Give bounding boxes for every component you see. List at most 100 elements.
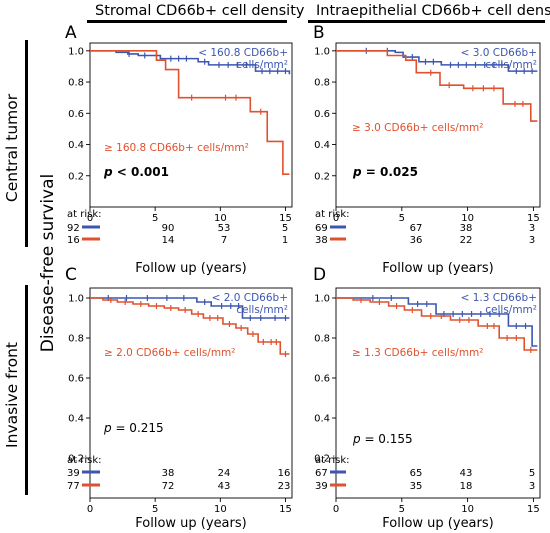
p-value: p < 0.001: [103, 165, 169, 179]
survival-curve-low: [90, 297, 290, 319]
at-risk-count: 39: [315, 481, 328, 492]
p-symbol: p: [352, 165, 362, 179]
legend-high-label: ≥ 2.0 CD66b+ cells/mm²: [104, 347, 236, 359]
at-risk-count: 38: [460, 223, 473, 234]
at-risk-title: at risk:: [67, 455, 102, 466]
at-risk-count: 53: [218, 223, 231, 234]
panel-letter: D: [313, 265, 326, 285]
at-risk-count: 43: [218, 481, 231, 492]
x-tick-label: 10: [214, 504, 227, 515]
at-risk-count: 65: [410, 468, 423, 479]
x-tick-label: 0: [333, 213, 339, 224]
at-risk-count: 3: [529, 481, 535, 492]
at-risk-count: 5: [529, 468, 535, 479]
legend-low-label: < 160.8 CD66b+: [198, 47, 288, 59]
x-axis-label: Follow up (years): [135, 261, 246, 276]
x-tick-label: 5: [152, 504, 158, 515]
y-tick-label: 0.4: [68, 414, 84, 425]
legend-low-unit: cells/mm²: [236, 59, 288, 71]
x-tick-label: 15: [527, 504, 540, 515]
x-tick-label: 5: [399, 213, 405, 224]
survival-curve-low: [336, 50, 538, 72]
survival-curve-low: [336, 297, 538, 347]
at-risk-count: 14: [162, 235, 175, 246]
x-tick-label: 0: [87, 213, 93, 224]
p-symbol: p: [352, 432, 361, 446]
at-risk-count: 3: [529, 235, 535, 246]
at-risk-title: at risk:: [315, 209, 350, 220]
panel-letter: C: [65, 265, 77, 285]
at-risk-count: 90: [162, 223, 175, 234]
at-risk-count: 36: [410, 235, 423, 246]
at-risk-count: 1: [282, 235, 288, 246]
at-risk-count: 77: [67, 481, 80, 492]
at-risk-count: 69: [315, 223, 328, 234]
x-tick-label: 0: [87, 504, 93, 515]
y-tick-label: 0.8: [68, 334, 84, 345]
p-value-number: < 0.001: [113, 165, 169, 179]
column-header-stromal: Stromal CD66b+ cell density: [95, 3, 305, 19]
legend-low-label: < 3.0 CD66b+: [461, 47, 537, 59]
x-tick-label: 10: [461, 213, 474, 224]
at-risk-count: 16: [67, 235, 80, 246]
survival-curve-high: [90, 50, 290, 175]
at-risk-count: 67: [410, 223, 423, 234]
y-tick-label: 0.4: [68, 140, 84, 151]
chart-panel-c: C 0.2 0.4 0.6 0.8 1.0 0 5 10 15 Follow up (years) <…: [65, 265, 293, 531]
legend-low-unit: cells/mm²: [485, 59, 537, 71]
at-risk-count: 23: [278, 481, 291, 492]
survival-curve-low: [90, 50, 291, 75]
at-risk-count: 16: [278, 468, 291, 479]
x-tick-label: 0: [333, 504, 339, 515]
y-tick-label: 0.6: [314, 374, 330, 385]
column-header-intraepithelial: Intraepithelial CD66b+ cell density: [316, 3, 550, 19]
at-risk-count: 92: [67, 223, 80, 234]
at-risk-count: 18: [460, 481, 473, 492]
legend-low-unit: cells/mm²: [236, 304, 288, 316]
y-tick-label: 0.4: [314, 140, 330, 151]
column-header-rule: [308, 20, 545, 23]
p-symbol: p: [103, 421, 112, 435]
y-tick-label: 0.8: [68, 78, 84, 89]
y-tick-label: 0.6: [68, 374, 84, 385]
at-risk-count: 72: [162, 481, 175, 492]
plot-frame: [335, 287, 541, 499]
y-tick-label: 1.0: [314, 294, 330, 305]
y-tick-label: 0.6: [68, 109, 84, 120]
y-tick-label: 0.2: [68, 454, 84, 465]
p-value: p = 0.025: [352, 165, 418, 179]
panel-letter: A: [65, 23, 77, 43]
p-value: p = 0.155: [352, 432, 413, 446]
p-value-number: = 0.025: [362, 165, 418, 179]
legend-high-label: ≥ 160.8 CD66b+ cells/mm²: [104, 142, 249, 154]
legend-low-unit: cells/mm²: [485, 304, 537, 316]
chart-panel-b: B 0.2 0.4 0.6 0.8 1.0 0 5 10 15 Follow up (years) <…: [313, 23, 541, 276]
at-risk-title: at risk:: [315, 455, 350, 466]
y-tick-label: 0.8: [314, 78, 330, 89]
survival-curve-high: [336, 50, 538, 122]
y-tick-label: 0.2: [314, 171, 330, 182]
x-axis-label: Follow up (years): [135, 516, 246, 531]
at-risk-count: 38: [162, 468, 175, 479]
x-tick-label: 5: [152, 213, 158, 224]
row-label-rule: [25, 40, 28, 247]
p-value-number: = 0.155: [361, 432, 413, 446]
panel-letter: B: [313, 23, 325, 43]
y-tick-label: 0.2: [68, 171, 84, 182]
x-axis-label: Follow up (years): [382, 516, 493, 531]
x-tick-label: 15: [279, 504, 292, 515]
x-tick-label: 10: [214, 213, 227, 224]
legend-low-label: < 2.0 CD66b+: [212, 292, 288, 304]
at-risk-count: 39: [67, 468, 80, 479]
at-risk-title: at risk:: [67, 209, 102, 220]
at-risk-count: 7: [221, 235, 227, 246]
y-tick-label: 1.0: [68, 294, 84, 305]
at-risk-count: 22: [460, 235, 473, 246]
legend-high-label: ≥ 3.0 CD66b+ cells/mm²: [352, 122, 484, 134]
at-risk-count: 24: [218, 468, 231, 479]
column-header-rule: [87, 20, 287, 23]
at-risk-count: 67: [315, 468, 328, 479]
y-tick-label: 1.0: [314, 46, 330, 57]
